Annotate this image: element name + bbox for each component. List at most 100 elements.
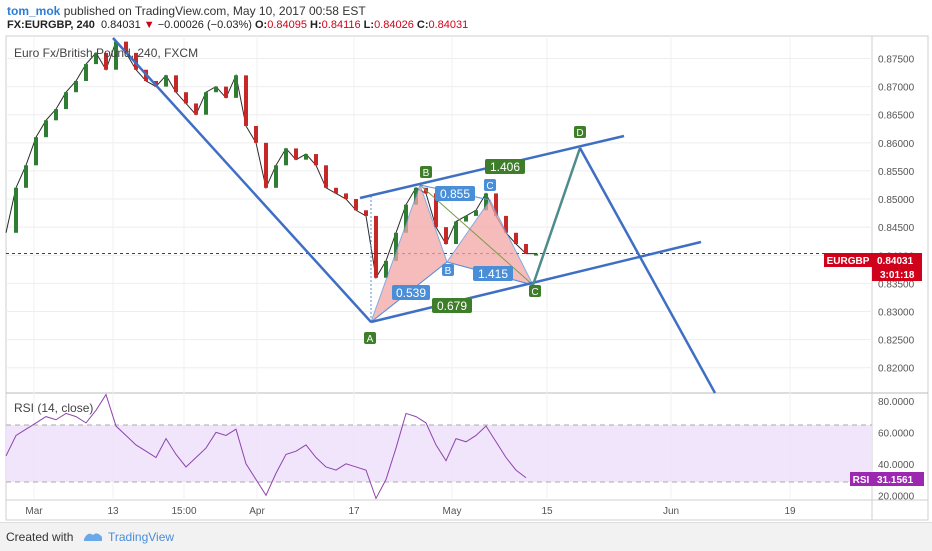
price-badge-price: 0.84031 (877, 256, 914, 267)
candle (524, 244, 528, 254)
point-label-b-blue[interactable]: B (442, 264, 454, 277)
rsi-line (5, 393, 527, 500)
y-tick-label: 0.82000 (878, 364, 915, 375)
candle (464, 215, 468, 222)
chart-title: Euro Fx/British Pound, 240, FXCM (14, 46, 198, 60)
candle (224, 86, 228, 98)
symbol-label: FX:EURGBP, 240 (7, 19, 95, 31)
candle (294, 148, 298, 160)
high-label: H: (310, 19, 322, 31)
candle (274, 165, 278, 188)
candle (314, 154, 318, 166)
candle (494, 193, 498, 216)
channel-lower-line (370, 240, 702, 324)
candle (344, 193, 348, 200)
ratio-label-1406[interactable]: 1.406 (485, 159, 525, 174)
ratio-1406-text: 1.406 (490, 160, 520, 174)
candle (24, 165, 28, 188)
point-label-b-green[interactable]: B (420, 166, 432, 179)
x-tick-label: 15 (541, 506, 553, 517)
x-tick-label: Jun (663, 506, 679, 517)
rsi-tick-label: 80.0000 (878, 397, 915, 408)
open-value: 0.84095 (267, 19, 307, 31)
candle (214, 86, 218, 93)
candle (194, 103, 198, 115)
footer-bar: Created with TradingView (0, 522, 932, 551)
rsi-tick-label: 40.0000 (878, 460, 915, 471)
ratio-label-0855[interactable]: 0.855 (435, 186, 475, 201)
close-value: 0.84031 (428, 19, 469, 31)
x-tick-label: Apr (249, 506, 265, 517)
change-value: −0.00026 (−0.03%) (157, 19, 252, 31)
point-label-b-green-text: B (423, 168, 430, 179)
y-tick-label: 0.85000 (878, 195, 915, 206)
rsi-badge-label: RSI (853, 475, 870, 486)
rsi-band (6, 425, 872, 482)
candle (44, 120, 48, 138)
candle (14, 187, 18, 233)
point-label-d-text: D (576, 128, 583, 139)
candle (474, 210, 478, 216)
last-price: 0.84031 (100, 19, 141, 31)
high-value: 0.84116 (321, 19, 361, 31)
candle (124, 41, 128, 53)
y-tick-label: 0.82500 (878, 336, 915, 347)
candle (514, 232, 518, 245)
candle (284, 148, 288, 166)
x-tick-label: May (443, 506, 462, 517)
ratio-0679-text: 0.679 (437, 299, 467, 313)
point-label-c-green[interactable]: C (529, 285, 541, 298)
price-badge-countdown: 3:01:18 (880, 270, 915, 281)
point-label-a[interactable]: A (364, 332, 376, 345)
point-label-a-text: A (367, 334, 374, 345)
ratio-0855-text: 0.855 (440, 187, 470, 201)
y-tick-label: 0.84500 (878, 223, 915, 234)
down-arrow-icon: ▼ (143, 19, 155, 31)
ratio-label-1415[interactable]: 1.415 (473, 266, 513, 281)
candle (504, 215, 508, 233)
candle (264, 142, 268, 188)
candle (404, 204, 408, 233)
close-label: C: (416, 19, 429, 31)
price-badge: EURGBP 0.84031 3:01:18 (824, 253, 922, 281)
rsi-title: RSI (14, close) (14, 401, 93, 415)
candle (174, 75, 178, 93)
tradingview-link[interactable]: TradingView (108, 530, 175, 544)
ratio-label-0539[interactable]: 0.539 (392, 285, 430, 300)
author-link[interactable]: tom_mok (7, 4, 61, 18)
candle (74, 80, 78, 93)
rsi-badge: RSI 31.1561 (850, 472, 924, 486)
candle (234, 75, 238, 98)
created-with-text: Created with (6, 530, 74, 544)
candle (354, 199, 358, 211)
projection-down-line (578, 147, 717, 394)
y-tick-label: 0.83500 (878, 279, 915, 290)
candle (164, 75, 168, 87)
point-label-c-blue[interactable]: C (484, 179, 496, 192)
candle (134, 52, 138, 70)
pattern-line-cd (419, 184, 534, 286)
candle (64, 92, 68, 110)
rsi-badge-value: 31.1561 (877, 475, 914, 486)
candle (54, 109, 58, 121)
candle (324, 165, 328, 188)
open-label: O: (254, 19, 268, 31)
candle (374, 215, 378, 278)
price-chart[interactable]: 0.87500 0.87000 0.86500 0.86000 0.85500 0.850… (0, 0, 932, 522)
x-tick-label: 15:00 (171, 506, 196, 517)
candle (84, 64, 88, 81)
x-tick-label: 19 (784, 506, 796, 517)
ratio-label-0679[interactable]: 0.679 (432, 298, 472, 313)
x-tick-label: 13 (107, 506, 119, 517)
ratio-0539-text: 0.539 (396, 286, 426, 300)
ratio-1415-text: 1.415 (478, 267, 508, 281)
y-tick-label: 0.85500 (878, 167, 915, 178)
candle (454, 221, 458, 245)
point-label-d[interactable]: D (574, 126, 586, 139)
rsi-tick-label: 20.0000 (878, 491, 915, 502)
candle (304, 154, 308, 160)
candle (34, 137, 38, 166)
tradingview-logo-icon (84, 533, 102, 541)
point-label-c-green-text: C (531, 287, 538, 298)
ohlc-line: FX:EURGBP, 240 0.84031 ▼ −0.00026 (−0.03… (7, 19, 468, 31)
